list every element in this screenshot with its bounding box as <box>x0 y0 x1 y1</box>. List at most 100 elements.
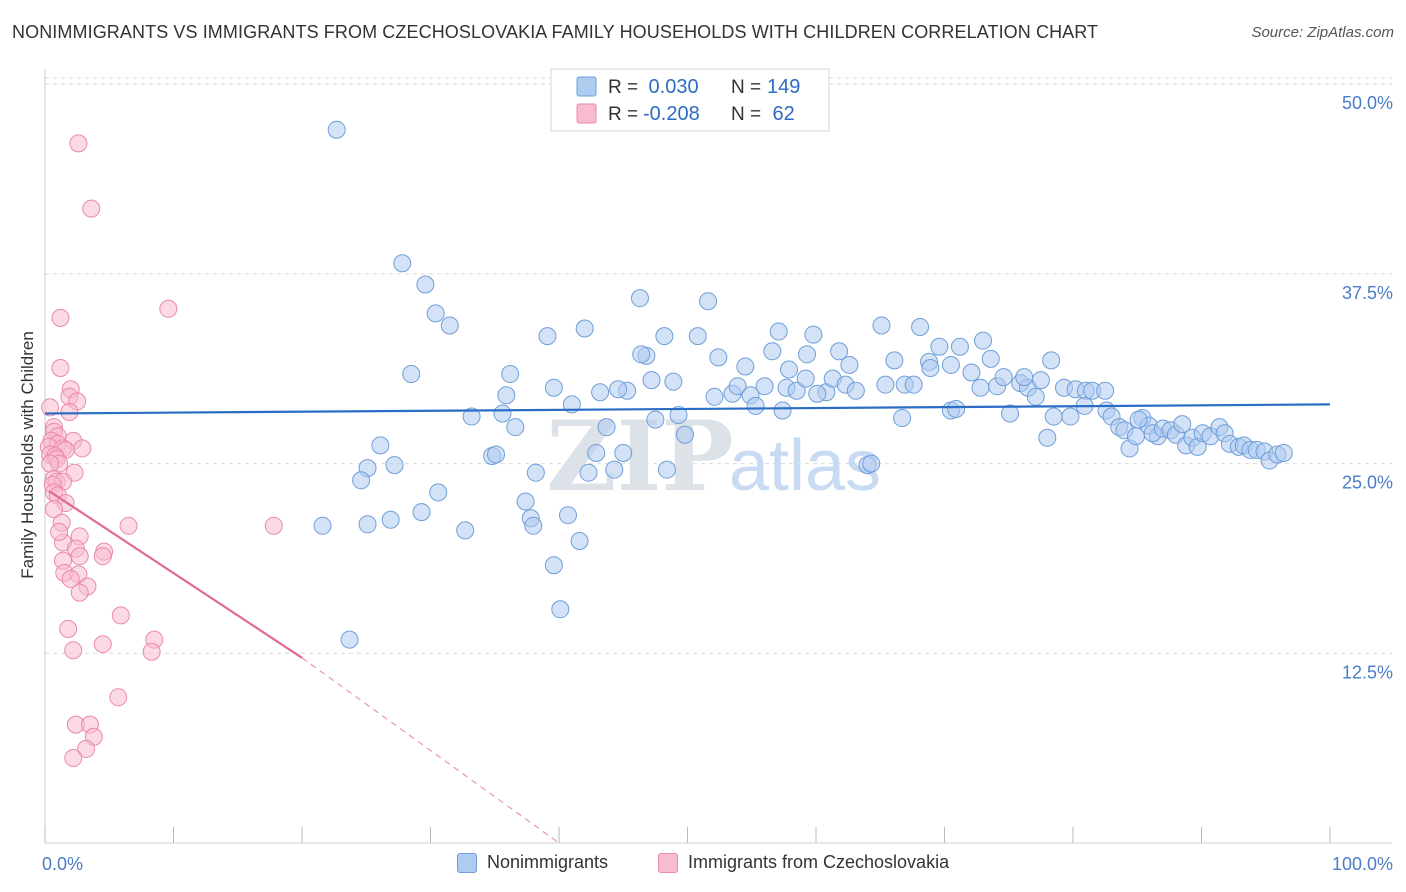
nonimmigrants-point <box>688 327 707 346</box>
nonimmigrants-point <box>974 331 993 350</box>
nonimmigrants-point <box>981 349 1000 368</box>
nonimmigrants-point <box>808 384 827 403</box>
nonimmigrants-points <box>313 120 1293 649</box>
nonimmigrants-point <box>862 454 881 473</box>
nonimmigrants-point <box>393 254 412 273</box>
nonimmigrants-point <box>921 358 940 377</box>
nonimmigrants-point <box>893 409 912 428</box>
nonimmigrants-point <box>526 463 545 482</box>
watermark: ZIP atlas <box>546 400 881 513</box>
nonimmigrants-point <box>876 375 895 394</box>
nonimmigrants-point <box>657 460 676 479</box>
nonimmigrants-point <box>830 342 849 361</box>
nonimmigrants-point <box>429 483 448 502</box>
legend-item-immigrants[interactable]: Immigrants from Czechoslovakia <box>658 852 949 873</box>
nonimmigrants-point <box>962 363 981 382</box>
nonimmigrants-point <box>313 516 332 535</box>
x-tick-label-min: 0.0% <box>42 854 83 874</box>
nonimmigrants-point <box>579 463 598 482</box>
nonimmigrants-point <box>646 410 665 429</box>
nonimmigrants-point <box>763 342 782 361</box>
y-tick-label: 37.5% <box>1342 283 1393 303</box>
nonimmigrants-point <box>798 345 817 364</box>
immigrants-point <box>44 500 63 519</box>
nonimmigrants-point <box>632 345 651 364</box>
x-tick-label-max: 100.0% <box>1332 854 1393 874</box>
nonimmigrants-point <box>947 399 966 418</box>
legend-top-r-label-1: R = <box>608 77 643 98</box>
nonimmigrants-point <box>501 365 520 384</box>
immigrants-point <box>64 749 83 768</box>
nonimmigrants-point <box>787 381 806 400</box>
nonimmigrants-point <box>709 348 728 367</box>
nonimmigrants-point <box>1274 443 1293 462</box>
watermark-zip: ZIP <box>546 400 733 513</box>
nonimmigrants-point <box>941 355 960 374</box>
nonimmigrants-point <box>426 304 445 323</box>
nonimmigrants-point <box>705 387 724 406</box>
nonimmigrants-point <box>371 436 390 455</box>
nonimmigrants-point <box>538 327 557 346</box>
nonimmigrants-point <box>630 289 649 308</box>
immigrants-point <box>109 688 128 707</box>
nonimmigrants-point <box>796 369 815 388</box>
nonimmigrants-point <box>558 506 577 525</box>
nonimmigrants-point <box>655 327 674 346</box>
legend-top-r-value-2: -0.208 <box>643 103 700 125</box>
immigrants-point <box>93 547 112 566</box>
legend-bottom: Nonimmigrants Immigrants from Czechoslov… <box>0 852 1406 878</box>
nonimmigrants-point <box>597 418 616 437</box>
nonimmigrants-point <box>872 316 891 335</box>
trend-lines <box>44 403 1331 844</box>
nonimmigrants-point <box>1031 371 1050 390</box>
legend-swatch-nonimmigrants <box>457 852 477 873</box>
immigrants-point <box>93 635 112 654</box>
nonimmigrants-point <box>551 600 570 619</box>
nonimmigrants-point <box>493 404 512 423</box>
nonimmigrants-point <box>840 355 859 374</box>
legend-item-nonimmigrants[interactable]: Nonimmigrants <box>457 852 608 873</box>
immigrants-point <box>73 439 92 458</box>
nonimmigrants-point <box>885 351 904 370</box>
nonimmigrants-point <box>736 357 755 376</box>
y-tick-label: 50.0% <box>1342 93 1393 113</box>
immigrants-point <box>61 569 80 588</box>
nonimmigrants-point <box>605 460 624 479</box>
nonimmigrants-point <box>524 516 543 535</box>
nonimmigrants-point <box>462 407 481 426</box>
immigrants-point <box>64 641 83 660</box>
nonimmigrants-point <box>1129 410 1148 429</box>
nonimmigrants-point <box>402 365 421 384</box>
nonimmigrants-point <box>669 406 688 425</box>
y-tick-label: 12.5% <box>1342 662 1393 682</box>
y-tick-labels: 12.5% 25.0% 37.5% 50.0% <box>1342 93 1393 682</box>
immigrants-point <box>69 134 88 153</box>
nonimmigrants-point <box>675 425 694 444</box>
nonimmigrants-point <box>487 445 506 464</box>
immigrants-trend-line <box>48 489 303 659</box>
nonimmigrants-point <box>412 503 431 522</box>
nonimmigrants-point <box>699 292 718 311</box>
nonimmigrants-point <box>773 401 792 420</box>
legend-top-r-value-1: 0.030 <box>643 76 699 98</box>
nonimmigrants-point <box>642 371 661 390</box>
legend-top-n-value-2: 62 <box>767 103 795 125</box>
nonimmigrants-point <box>497 386 516 405</box>
immigrants-point <box>51 308 70 327</box>
nonimmigrants-point <box>904 375 923 394</box>
immigrants-point <box>119 516 138 535</box>
legend-top-r-label-2: R = <box>608 104 643 125</box>
nonimmigrants-point <box>609 380 628 399</box>
legend-top-n-value-1: 149 <box>767 76 800 98</box>
nonimmigrants-trend-line <box>44 403 1331 415</box>
nonimmigrants-point <box>614 443 633 462</box>
nonimmigrants-point <box>755 377 774 396</box>
immigrants-point <box>82 199 101 218</box>
legend-top-swatch-blue <box>576 76 597 97</box>
nonimmigrants-point <box>506 418 525 437</box>
immigrants-point <box>41 398 60 417</box>
nonimmigrants-point <box>516 492 535 511</box>
nonimmigrants-point <box>911 318 930 336</box>
immigrants-point <box>70 583 89 602</box>
nonimmigrants-point <box>1042 351 1061 370</box>
